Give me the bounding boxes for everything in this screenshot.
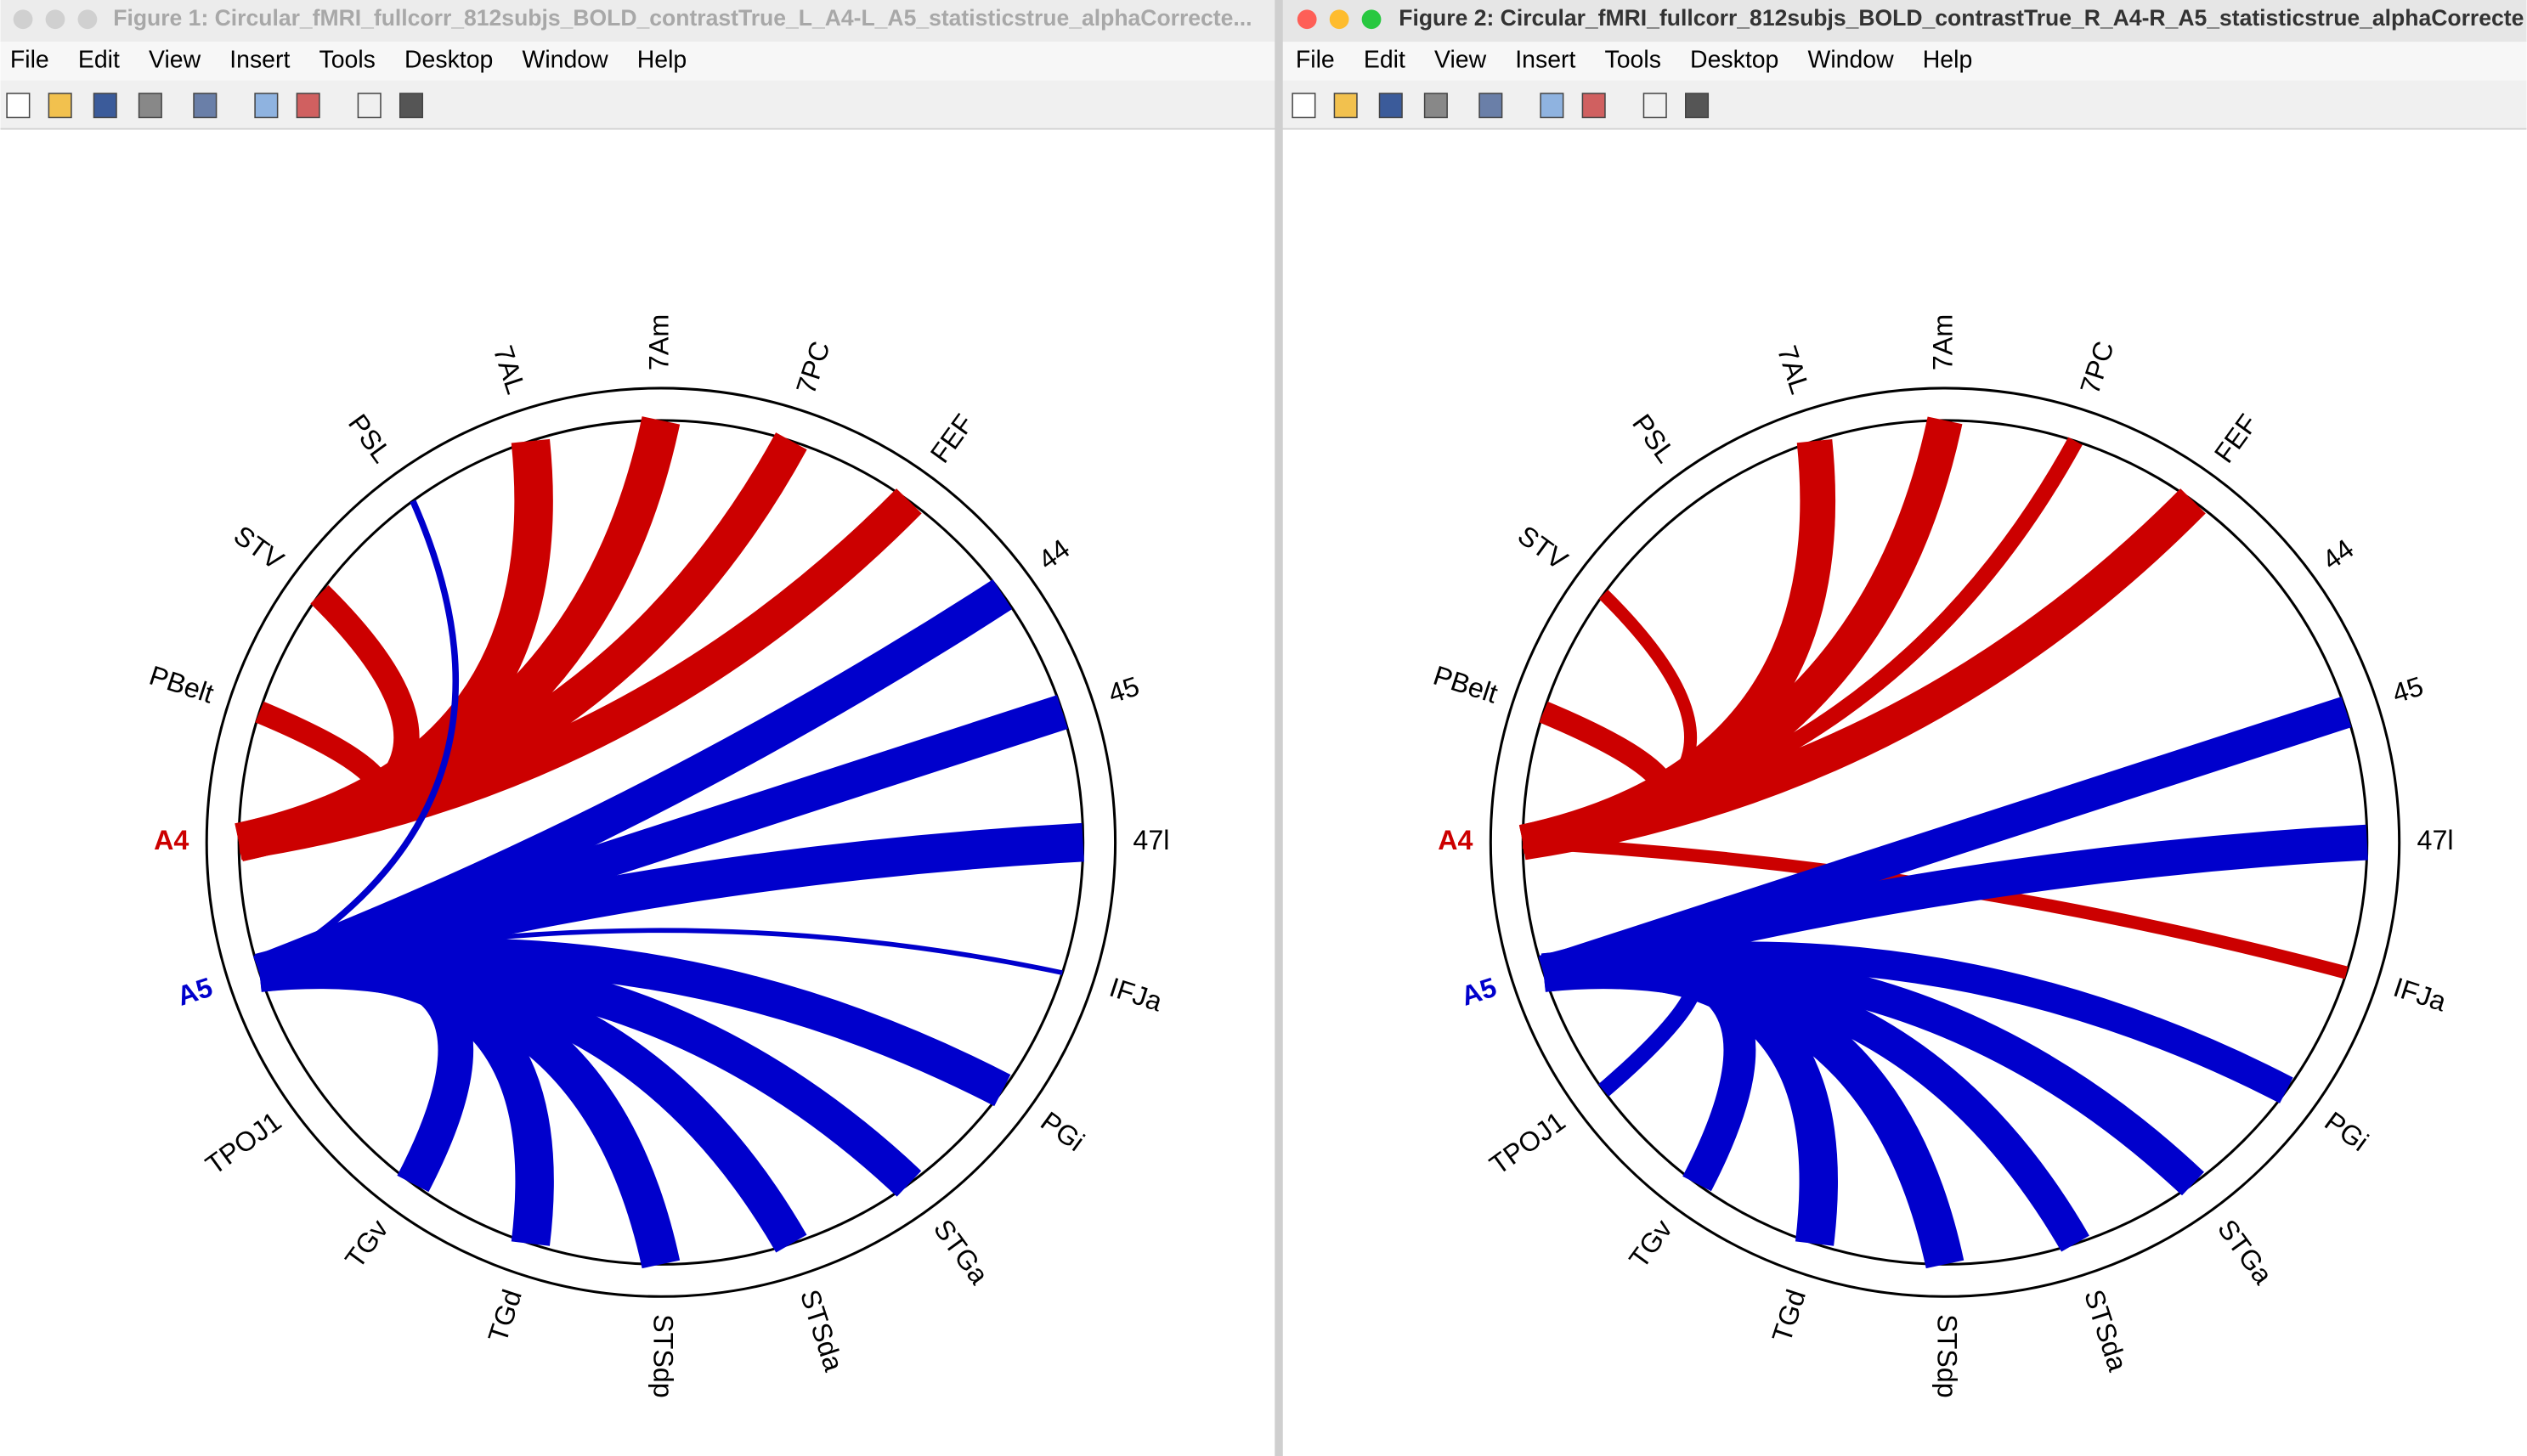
zoom-button[interactable] — [77, 9, 98, 30]
node-label: STSdp — [647, 1314, 678, 1398]
menu-bar — [1280, 42, 2527, 81]
toolbar-button[interactable] — [138, 93, 162, 119]
toolbar-button[interactable] — [1684, 93, 1710, 119]
menu-item[interactable]: View — [1434, 47, 1487, 74]
toolbar-button[interactable] — [1581, 93, 1606, 119]
toolbar-button[interactable] — [254, 93, 279, 119]
menu-item[interactable]: Window — [1808, 47, 1895, 74]
link — [257, 499, 459, 976]
node-label: 47l — [1133, 825, 1169, 855]
menu-item[interactable]: Insert — [1515, 47, 1575, 74]
menu-item[interactable]: Desktop — [1690, 47, 1778, 74]
toolbar-button[interactable] — [48, 93, 72, 119]
toolbar-button[interactable] — [1333, 93, 1358, 119]
menu-item[interactable]: Tools — [1605, 47, 1661, 74]
toolbar-button[interactable] — [193, 93, 218, 119]
link — [1539, 824, 2368, 990]
node-label: STSdp — [1931, 1314, 1962, 1398]
link — [257, 947, 474, 1193]
menu-item[interactable]: Help — [1923, 47, 1973, 74]
zoom-button[interactable] — [1361, 9, 1382, 30]
link — [1541, 947, 1704, 1097]
link — [1520, 488, 2206, 861]
menu-item[interactable]: Tools — [319, 47, 376, 74]
link — [235, 488, 922, 861]
window-divider — [1275, 0, 1283, 1456]
toolbar-button[interactable] — [93, 93, 117, 119]
toolbar-button[interactable] — [296, 93, 320, 119]
minimize-button[interactable] — [45, 9, 65, 30]
menu-item[interactable]: Insert — [229, 47, 290, 74]
toolbar — [1280, 80, 2527, 129]
minimize-button[interactable] — [1329, 9, 1349, 30]
node-label: 7Am — [643, 314, 674, 370]
toolbar-button[interactable] — [6, 93, 31, 119]
title-bar — [1280, 0, 2527, 42]
window-title: Figure 1: Circular_fMRI_fullcorr_812subj… — [113, 5, 1252, 31]
menu-bar — [0, 42, 1279, 81]
menu-item[interactable]: Edit — [1364, 47, 1405, 74]
outer-ring — [1489, 387, 2401, 1298]
menu-item[interactable]: Edit — [78, 47, 120, 74]
outer-ring — [205, 387, 1117, 1298]
toolbar — [0, 80, 1279, 129]
menu-item[interactable]: File — [1296, 47, 1335, 74]
toolbar-button[interactable] — [1540, 93, 1564, 119]
toolbar-button[interactable] — [1292, 93, 1316, 119]
menu-item[interactable]: View — [149, 47, 201, 74]
node-label: A4 — [154, 825, 189, 855]
node-label: A4 — [1438, 825, 1473, 855]
toolbar-button[interactable] — [1642, 93, 1667, 119]
toolbar-button[interactable] — [357, 93, 382, 119]
menu-item[interactable]: File — [10, 47, 49, 74]
close-button[interactable] — [1297, 9, 1317, 30]
menu-item[interactable]: Help — [637, 47, 687, 74]
close-button[interactable] — [13, 9, 33, 30]
menu-item[interactable]: Desktop — [404, 47, 493, 74]
title-bar — [0, 0, 1279, 42]
menu-item[interactable]: Window — [522, 47, 608, 74]
node-label: 7Am — [1928, 314, 1959, 370]
toolbar-button[interactable] — [1423, 93, 1448, 119]
node-label: 47l — [2417, 825, 2454, 855]
toolbar-button[interactable] — [1478, 93, 1503, 119]
toolbar-button[interactable] — [1378, 93, 1403, 119]
toolbar-button[interactable] — [399, 93, 424, 119]
window-title: Figure 2: Circular_fMRI_fullcorr_812subj… — [1399, 5, 2524, 31]
